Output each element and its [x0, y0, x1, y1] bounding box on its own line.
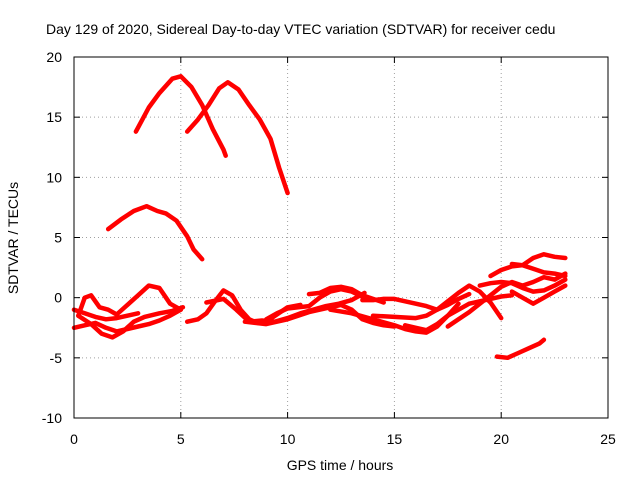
x-tick-label: 5: [177, 431, 185, 447]
series-line-arc-1: [133, 74, 228, 158]
series-line-arc-7: [71, 307, 141, 322]
x-tick-label: 15: [387, 431, 403, 447]
series-line-arc-21: [509, 261, 568, 279]
x-tick-label: 10: [280, 431, 296, 447]
y-tick-label: 20: [46, 49, 62, 65]
y-tick-label: -5: [50, 350, 63, 366]
data-series: [71, 74, 568, 361]
series-line-arc-19: [477, 277, 568, 294]
series-line-arc-6: [76, 305, 186, 340]
series-line-arc-18: [488, 252, 568, 279]
grid-lines: [74, 57, 608, 418]
x-tick-label: 25: [600, 431, 616, 447]
series-line-arc-11: [263, 286, 367, 322]
series-line-arc-3: [105, 203, 205, 262]
series-line-arc-15: [370, 283, 504, 321]
y-tick-label: -10: [42, 410, 62, 426]
x-tick-label: 20: [493, 431, 509, 447]
series-line-arc-20: [509, 283, 568, 306]
series-line-arc-16: [402, 293, 515, 333]
x-tick-label: 0: [70, 431, 78, 447]
y-tick-label: 5: [54, 230, 62, 246]
chart-title: Day 129 of 2020, Sidereal Day-to-day VTE…: [46, 21, 555, 37]
series-line-arc-4: [76, 283, 184, 318]
series-line-arc-2: [184, 80, 290, 196]
series-line-arc-14: [360, 291, 472, 312]
axis-ticks: 0 5 10 15 20 25 -10 -5 0 5 10 15 20: [42, 49, 616, 447]
y-tick-label: 15: [46, 109, 62, 125]
y-axis-label: SDTVAR / TECUs: [5, 182, 21, 294]
x-axis-label: GPS time / hours: [287, 457, 394, 473]
series-line-arc-10: [242, 302, 397, 329]
y-tick-label: 0: [54, 290, 62, 306]
y-tick-label: 10: [46, 169, 62, 185]
series-line-arc-22: [494, 337, 547, 361]
